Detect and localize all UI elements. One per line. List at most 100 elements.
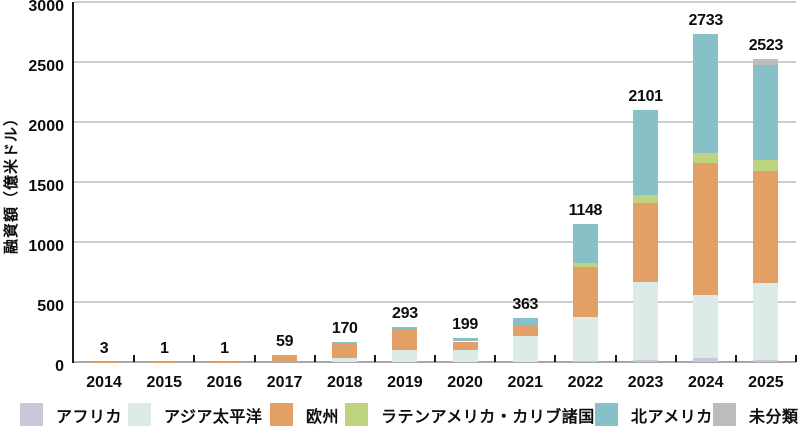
bar-segment xyxy=(693,152,719,163)
bar-segment xyxy=(693,162,719,296)
legend-item: 北アメリカ xyxy=(595,403,713,426)
bar-segment xyxy=(452,341,478,350)
bar-segment xyxy=(753,65,779,161)
x-tick-label: 2023 xyxy=(627,374,664,391)
axis-tick xyxy=(734,355,737,362)
bar-value-label: 3 xyxy=(99,339,109,357)
bar-segment xyxy=(272,355,298,362)
bar-segment xyxy=(633,281,659,361)
y-tick-label: 1500 xyxy=(28,178,64,195)
bar-value-label: 363 xyxy=(512,296,539,314)
x-axis-line xyxy=(74,361,796,363)
x-tick-label: 2017 xyxy=(266,374,303,391)
legend-swatch xyxy=(128,403,151,426)
legend-label: 北アメリカ xyxy=(631,408,713,426)
bar-segment xyxy=(332,341,358,343)
bar-segment xyxy=(633,203,659,282)
gridline xyxy=(74,1,796,3)
legend-label: アジア太平洋 xyxy=(164,408,263,426)
legend-swatch xyxy=(345,403,368,426)
legend-label: 欧州 xyxy=(306,408,340,426)
bar-segment xyxy=(633,109,659,196)
gridline xyxy=(74,241,796,243)
x-tick-label: 2014 xyxy=(86,374,122,391)
legend-label: アフリカ xyxy=(56,408,123,426)
axis-tick xyxy=(313,355,316,362)
axis-tick xyxy=(795,355,797,362)
bar-segment xyxy=(392,350,418,362)
bar-value-label: 2733 xyxy=(688,12,724,30)
bar-segment xyxy=(572,267,598,317)
bar-segment xyxy=(572,224,598,263)
legend: アフリカ アジア太平洋 欧州 ラテンアメリカ・カリブ諸国 北アメリカ 未分類 xyxy=(0,403,800,427)
legend-item: 欧州 xyxy=(270,403,339,426)
y-tick-label: 3000 xyxy=(28,0,64,15)
legend-swatch xyxy=(270,403,293,426)
legend-swatch xyxy=(595,403,618,426)
gridline xyxy=(74,61,796,63)
bar-segment xyxy=(512,335,538,362)
bar-segment xyxy=(512,325,538,336)
axis-tick xyxy=(674,355,677,362)
bar-segment xyxy=(693,34,719,153)
axis-tick xyxy=(614,355,617,362)
bar-segment xyxy=(572,262,598,268)
axis-tick xyxy=(253,355,256,362)
bar-segment xyxy=(332,342,358,359)
bar-value-label: 170 xyxy=(331,319,358,337)
y-tick-label: 500 xyxy=(37,298,64,315)
bar-value-label: 1 xyxy=(220,339,229,357)
x-tick-label: 2015 xyxy=(146,374,183,391)
bar-segment xyxy=(332,358,358,362)
x-tick-label: 2022 xyxy=(567,374,604,391)
bar-value-label: 199 xyxy=(452,316,478,334)
bar-segment xyxy=(572,317,598,361)
gridline xyxy=(74,181,796,183)
x-tick-label: 2020 xyxy=(447,374,483,391)
y-tick-label: 2000 xyxy=(28,118,64,135)
bar-value-label: 293 xyxy=(392,304,418,322)
bar-segment xyxy=(633,360,659,362)
axis-tick xyxy=(554,355,557,362)
bar-segment xyxy=(753,359,779,362)
legend-item: 未分類 xyxy=(713,403,799,426)
bar-segment xyxy=(272,354,298,356)
plot-area: 3 1 1 59 170 293 199 363 1148 2101 2733 2523 xyxy=(74,1,797,363)
bar-segment xyxy=(512,318,538,326)
axis-tick xyxy=(494,355,497,362)
x-tick-label: 2024 xyxy=(687,374,724,391)
bar-value-label: 2523 xyxy=(748,37,784,55)
gridline xyxy=(74,301,796,303)
x-tick-label: 2016 xyxy=(206,374,243,391)
bar-segment xyxy=(392,326,418,329)
bar-value-label: 2101 xyxy=(628,87,663,105)
bar-segment xyxy=(572,360,598,362)
bar-value-label: 1148 xyxy=(568,202,603,220)
y-tick-label: 1000 xyxy=(28,238,64,255)
bar-segment xyxy=(693,295,719,359)
legend-item: アジア太平洋 xyxy=(128,403,262,426)
gridline xyxy=(74,121,796,123)
legend-swatch xyxy=(713,403,736,426)
legend-label: 未分類 xyxy=(749,408,799,426)
bar-segment xyxy=(392,329,418,350)
y-axis-line xyxy=(72,2,74,363)
x-tick-label: 2021 xyxy=(507,374,544,391)
x-tick-label: 2019 xyxy=(387,374,423,391)
y-tick-label: 0 xyxy=(55,358,64,375)
bar-segment xyxy=(693,358,719,362)
bar-segment xyxy=(753,170,779,284)
legend-item: アフリカ xyxy=(20,403,122,426)
axis-tick xyxy=(434,355,436,362)
bar-segment xyxy=(753,283,779,360)
x-tick-label: 2018 xyxy=(326,374,363,391)
bar-segment xyxy=(753,59,779,66)
bar-value-label: 1 xyxy=(159,339,169,357)
bar-segment xyxy=(452,349,478,362)
bar-value-label: 59 xyxy=(275,332,294,350)
x-tick-label: 2025 xyxy=(748,374,784,391)
bar-segment xyxy=(452,338,478,342)
legend-item: ラテンアメリカ・カリブ諸国 xyxy=(345,403,595,426)
legend-label: ラテンアメリカ・カリブ諸国 xyxy=(381,408,595,426)
